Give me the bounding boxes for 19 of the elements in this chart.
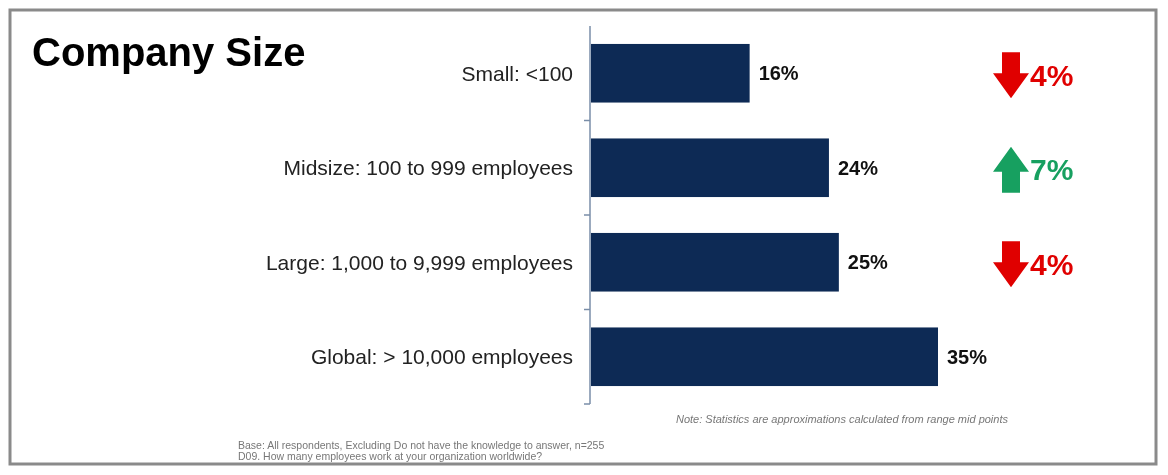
text: Company Size bbox=[32, 30, 306, 74]
data-label: 24% bbox=[837, 156, 879, 179]
text: Base: All respondents, Excluding Do not have the knowledge to answer, n=255 bbox=[238, 439, 605, 451]
y-tick-label: Midsize: 100 to 999 employees bbox=[283, 156, 573, 180]
data-label: 16% bbox=[758, 62, 799, 85]
text: 4% bbox=[1030, 58, 1074, 92]
data-label: 35% bbox=[947, 345, 988, 368]
text: D09. How many employees work at your organization worldwide? bbox=[238, 450, 543, 462]
text: 7% bbox=[1030, 153, 1074, 187]
bar bbox=[591, 138, 829, 198]
text: Note: Statistics are approximations calculated from range mid points bbox=[676, 413, 1009, 425]
bar bbox=[591, 232, 839, 292]
bar bbox=[591, 43, 750, 103]
text: 4% bbox=[1030, 247, 1074, 281]
bar bbox=[591, 327, 938, 387]
y-tick-label: Global: > 10,000 employees bbox=[310, 345, 573, 369]
y-tick-label: Large: 1,000 to 9,999 employees bbox=[265, 250, 573, 274]
y-tick-label: Small: <100 bbox=[461, 61, 573, 85]
data-label: 25% bbox=[847, 251, 889, 274]
